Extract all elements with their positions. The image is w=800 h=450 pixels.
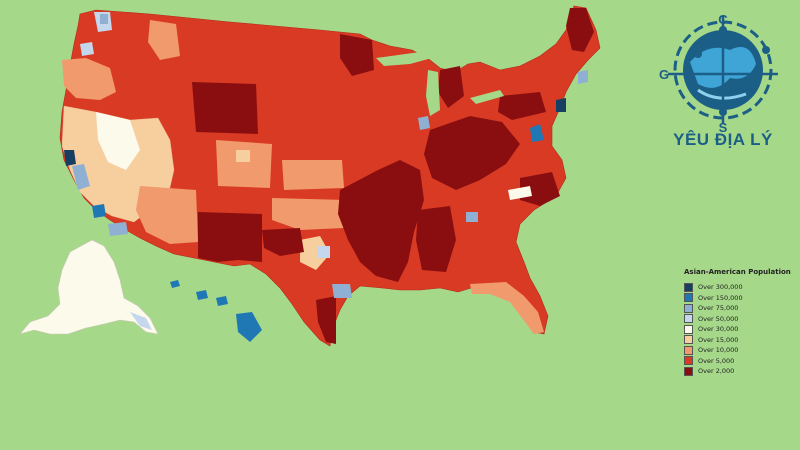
metro-houston	[332, 284, 352, 298]
region-new-mexico-dark	[198, 212, 262, 262]
metro-seattle-core	[100, 14, 108, 24]
logo-text: YÊU ĐỊA LÝ	[673, 130, 773, 149]
metro-boston	[578, 70, 588, 84]
region-pennsylvania-dark	[498, 92, 546, 120]
legend-item: Over 300,000	[684, 282, 796, 293]
legend-swatch	[684, 345, 693, 355]
metro-denver	[236, 150, 250, 162]
metro-los-angeles	[92, 204, 106, 218]
region-arizona-light	[136, 186, 198, 244]
region-minnesota-dark	[340, 34, 374, 76]
legend-label: Over 75,000	[698, 304, 739, 313]
legend-item: Over 15,000	[684, 335, 796, 346]
legend-title: Asian-American Population	[684, 268, 791, 276]
region-mississippi-dark	[338, 160, 424, 282]
alaska-shape	[19, 239, 159, 335]
compass-letter-c: C	[718, 12, 728, 27]
lake-michigan	[426, 70, 440, 116]
lake-erie	[470, 90, 504, 104]
legend-rows: Over 300,000 Over 150,000 Over 75,000 Over …	[684, 282, 796, 377]
legend-swatch	[684, 293, 693, 303]
compass-letter-s: S	[719, 120, 728, 132]
hawaii-maui	[216, 296, 228, 306]
region-florida-light	[470, 282, 544, 334]
region-michigan-dark	[438, 66, 464, 108]
legend-item: Over 2,000	[684, 366, 796, 377]
region-maine-dark	[566, 8, 594, 52]
legend-label: Over 5,000	[698, 356, 735, 365]
region-nevada-cream	[96, 112, 140, 170]
legend-item: Over 5,000	[684, 356, 796, 367]
legend-item: Over 75,000	[684, 303, 796, 314]
metro-dc-baltimore	[530, 124, 544, 142]
legend-label: Over 50,000	[698, 314, 739, 323]
compass-globe-icon: C S G	[659, 12, 778, 135]
region-texas-pale	[300, 236, 330, 270]
legend-swatch	[684, 335, 693, 345]
legend-swatch	[684, 314, 693, 324]
legend-label: Over 300,000	[698, 283, 743, 292]
hawaii-big-island	[236, 312, 262, 342]
metro-san-diego	[108, 222, 128, 236]
legend-swatch	[684, 324, 693, 334]
legend-item: Over 150,000	[684, 293, 796, 304]
metro-raleigh	[508, 186, 532, 200]
region-wyoming-dark	[192, 82, 258, 134]
region-montana-light	[148, 20, 180, 60]
legend-swatch	[684, 282, 693, 292]
region-oregon-light	[62, 58, 116, 100]
compass-letter-g: G	[659, 67, 669, 82]
lake-superior	[376, 52, 432, 66]
legend-label: Over 150,000	[698, 293, 743, 302]
metro-dallas	[318, 246, 330, 258]
region-south-texas-dark	[316, 296, 336, 344]
hawaii-kauai	[170, 280, 180, 288]
region-appalachia-dark	[424, 116, 520, 190]
legend: Asian-American Population Over 300,000 Ov…	[684, 268, 796, 377]
legend-item: Over 10,000	[684, 345, 796, 356]
hawaii-oahu	[196, 290, 208, 300]
logo: C S G YÊU ĐỊA LÝ	[658, 12, 788, 162]
region-alabama-dark	[416, 206, 456, 272]
region-kansas-light	[282, 160, 344, 190]
region-colorado-light	[216, 140, 272, 188]
legend-swatch	[684, 303, 693, 313]
metro-california-light-blue	[72, 164, 90, 190]
region-west-texas-dark	[262, 228, 304, 256]
legend-item: Over 50,000	[684, 314, 796, 325]
metro-portland	[80, 42, 94, 56]
metro-atlanta	[466, 212, 478, 222]
metro-sf-bay	[64, 150, 76, 166]
region-oklahoma-light	[272, 198, 346, 230]
alaska-panhandle-blue	[130, 312, 152, 330]
region-carolina-dark	[520, 172, 560, 206]
legend-item: Over 30,000	[684, 324, 796, 335]
legend-label: Over 2,000	[698, 367, 735, 376]
metro-chicago	[418, 116, 430, 130]
legend-swatch	[684, 356, 693, 366]
legend-swatch	[684, 366, 693, 376]
legend-label: Over 10,000	[698, 346, 739, 355]
metro-new-york	[556, 98, 566, 112]
legend-label: Over 15,000	[698, 335, 739, 344]
legend-label: Over 30,000	[698, 325, 739, 334]
